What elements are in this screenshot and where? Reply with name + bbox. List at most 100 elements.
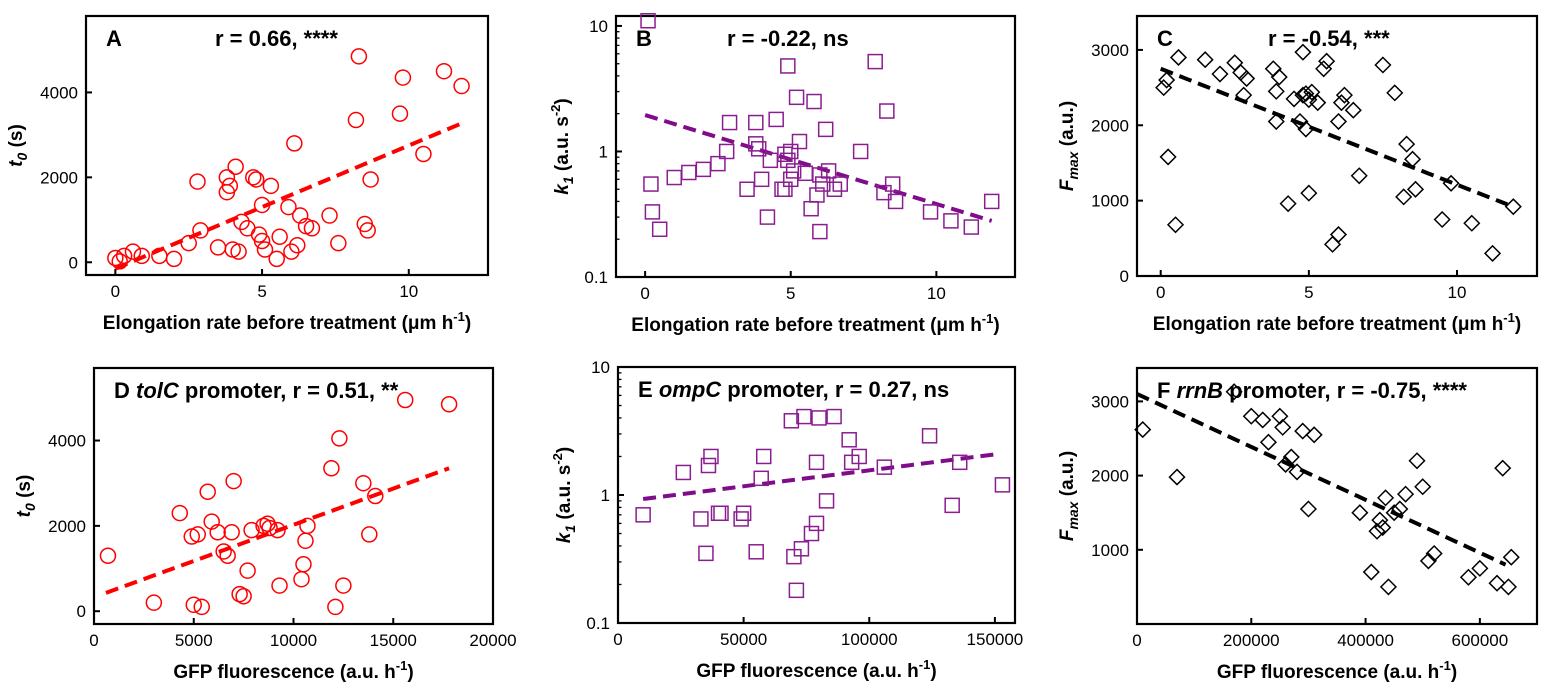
data-point xyxy=(1395,188,1413,206)
panel-label: E xyxy=(638,377,653,402)
data-point xyxy=(788,89,805,106)
data-point xyxy=(718,143,735,160)
x-label-superscript: -1 xyxy=(396,658,408,673)
data-point xyxy=(675,464,692,481)
y-label-symbol: t xyxy=(14,510,35,517)
data-point xyxy=(227,158,244,175)
data-point xyxy=(748,114,764,131)
data-point xyxy=(693,511,709,527)
data-point xyxy=(808,515,825,532)
x-tick-label: 5 xyxy=(257,282,266,301)
data-point xyxy=(1297,120,1315,138)
data-point xyxy=(1408,452,1426,470)
data-point xyxy=(231,585,248,603)
data-point xyxy=(817,121,834,138)
data-point xyxy=(230,243,247,260)
data-point xyxy=(809,187,825,203)
x-label-superscript: -1 xyxy=(982,311,994,326)
data-point xyxy=(286,135,303,152)
data-point xyxy=(832,176,849,192)
y-label-subscript: 0 xyxy=(22,503,38,511)
data-point xyxy=(994,477,1011,493)
data-point xyxy=(355,474,372,492)
data-point xyxy=(777,146,793,163)
data-point xyxy=(1419,552,1437,570)
x-tick-label: 600000 xyxy=(1451,631,1508,650)
data-point xyxy=(951,454,968,471)
x-axis-label: GFP fluorescence (a.u. h-1) xyxy=(696,657,936,682)
data-point xyxy=(944,497,960,514)
data-point xyxy=(879,103,895,119)
data-point xyxy=(145,594,163,611)
data-point xyxy=(815,176,831,192)
data-point xyxy=(748,544,764,560)
x-label-text: ) xyxy=(1451,662,1457,683)
data-point xyxy=(640,12,656,29)
data-point xyxy=(262,177,280,195)
data-point xyxy=(782,143,799,160)
panel-label: F xyxy=(1157,378,1170,403)
data-point xyxy=(271,228,288,246)
data-point xyxy=(1238,69,1256,88)
y-tick-label: 1 xyxy=(599,142,608,161)
data-point xyxy=(1169,48,1188,67)
data-point xyxy=(1309,94,1327,112)
data-point xyxy=(1267,112,1285,131)
x-tick-label: 5 xyxy=(786,284,795,303)
data-point xyxy=(1403,150,1422,168)
data-point xyxy=(644,204,661,220)
data-point xyxy=(651,221,668,238)
data-point xyxy=(107,249,124,267)
data-point xyxy=(887,193,904,210)
data-point xyxy=(291,207,309,224)
y-tick-label: 4000 xyxy=(48,432,86,451)
data-point xyxy=(812,223,828,240)
y-label-superscript: -2 xyxy=(550,453,565,465)
data-point xyxy=(867,53,883,70)
data-point xyxy=(268,250,285,268)
x-axis-label: GFP fluorescence (a.u. h-1) xyxy=(173,658,413,683)
data-point xyxy=(453,77,470,95)
y-tick-label: 10 xyxy=(591,358,610,377)
data-point xyxy=(983,193,1000,210)
x-label-text: ) xyxy=(465,313,471,334)
data-point xyxy=(721,114,738,131)
x-tick-label: 0 xyxy=(89,631,98,650)
data-point xyxy=(303,220,321,237)
data-point xyxy=(1385,504,1403,522)
y-tick-label: 3000 xyxy=(1091,392,1129,411)
annotation-part: rrnB xyxy=(1177,378,1224,403)
data-point xyxy=(1350,167,1368,185)
data-point xyxy=(1318,52,1336,70)
correlation-annotation: r = -0.54, *** xyxy=(1268,26,1390,51)
y-label-subscript: max xyxy=(1065,150,1081,179)
x-tick-label: 10 xyxy=(927,284,946,303)
plot-frame xyxy=(84,14,490,277)
chart-panel-f: 0 200000 400000 600000 1000 2000 3000 F rrnB pr… xyxy=(1057,366,1539,683)
data-point xyxy=(1374,56,1392,74)
data-point xyxy=(253,232,271,250)
y-tick-label: 10 xyxy=(589,17,608,36)
data-point xyxy=(635,507,651,523)
data-point xyxy=(1374,518,1392,537)
data-point xyxy=(299,517,316,535)
data-point xyxy=(812,167,828,183)
x-label-text: GFP fluorescence (a.u. h xyxy=(1217,662,1439,683)
data-point xyxy=(1279,195,1297,213)
x-label-text: ) xyxy=(993,315,999,336)
y-tick-label: 1 xyxy=(601,486,610,505)
data-point xyxy=(394,69,412,86)
x-axis-label: Elongation rate before treatment (μm h-1… xyxy=(103,309,471,334)
y-tick-label: 2000 xyxy=(48,517,86,536)
x-tick-label: 10 xyxy=(399,282,418,301)
data-point xyxy=(1504,198,1522,216)
data-point xyxy=(1134,421,1152,439)
data-point xyxy=(133,247,151,265)
annotation-part: promoter, r = 0.27, ns xyxy=(721,377,949,402)
x-tick-label: 0 xyxy=(613,630,622,649)
y-label-superscript: -2 xyxy=(548,105,563,117)
data-point xyxy=(753,171,770,188)
x-axis-label: GFP fluorescence (a.u. h-1) xyxy=(1217,658,1457,683)
data-point xyxy=(1285,90,1303,108)
